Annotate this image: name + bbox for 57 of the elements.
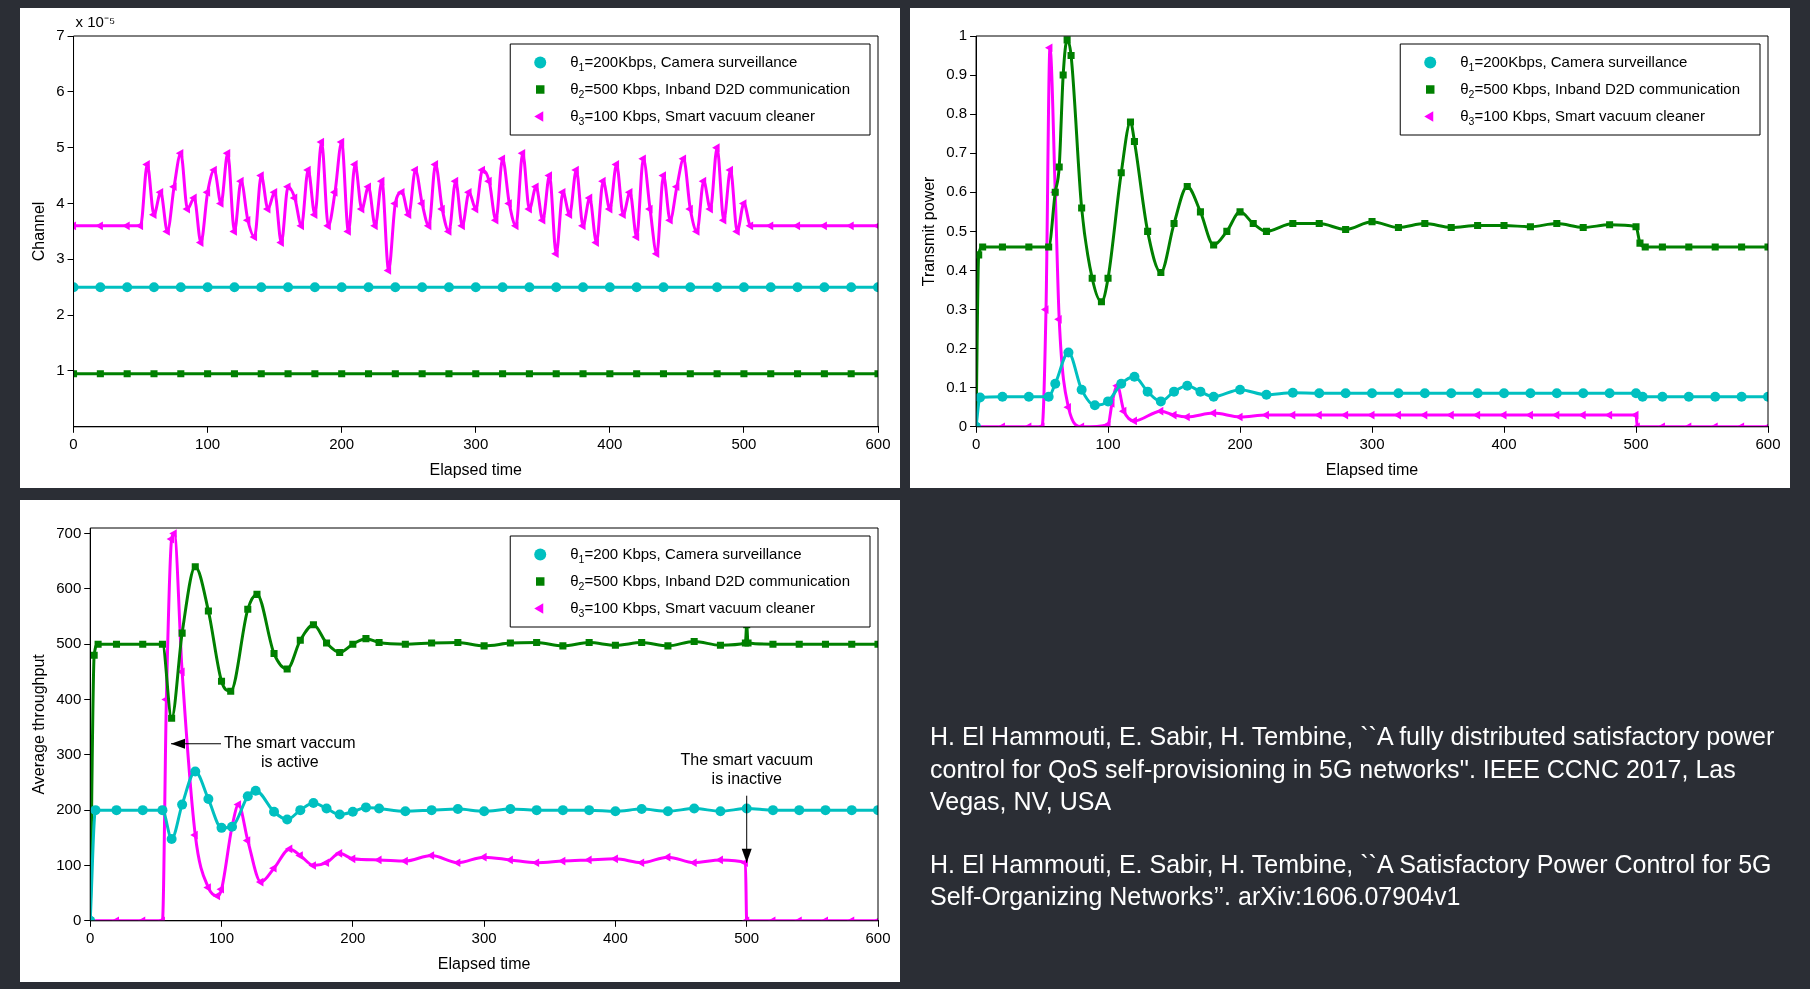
y-tick-label: 0.3 <box>946 299 968 317</box>
x-tick-label: 300 <box>1359 434 1385 452</box>
y-tick-label: 300 <box>56 744 82 762</box>
y-tick-label: 3 <box>56 249 65 267</box>
y-tick-label: 0.2 <box>946 338 968 356</box>
x-tick-label: 0 <box>86 928 95 946</box>
x-tick-label: 300 <box>463 434 489 452</box>
y-tick-label: 0.6 <box>946 182 968 200</box>
x-tick-label: 500 <box>734 928 760 946</box>
y-axis-title: Average throughput <box>30 653 48 795</box>
x-tick-label: 200 <box>329 434 355 452</box>
annotation: The smart vacuum is inactive <box>680 751 813 788</box>
y-tick-label: 4 <box>56 193 65 211</box>
y-axis-title: Channel <box>30 201 48 262</box>
text: x 10⁻⁵ <box>75 12 116 30</box>
y-tick-label: 500 <box>56 634 82 652</box>
y-tick-label: 0.4 <box>946 260 968 278</box>
text: H. El Hammouti, E. Sabir, H. Tembine, ``A Satisfactory Power Control for 5G Self-Organizing Networks’’. arXiv:1606.07904v1 <box>930 848 1773 912</box>
x-tick-label: 600 <box>865 434 891 452</box>
x-tick-label: 600 <box>1755 434 1781 452</box>
x-tick-label: 300 <box>471 928 497 946</box>
y-tick-label: 0.9 <box>946 65 968 83</box>
y-tick-label: 400 <box>56 689 82 707</box>
y-tick-label: 0.7 <box>946 143 968 161</box>
y-tick-label: 600 <box>56 579 82 596</box>
x-tick-label: 400 <box>602 928 628 946</box>
y-tick-label: 0.1 <box>946 377 968 395</box>
x-tick-label: 600 <box>865 928 891 946</box>
x-tick-label: 100 <box>209 928 235 946</box>
y-tick-label: 5 <box>56 137 65 155</box>
x-axis-title: Elapsed time <box>437 954 531 972</box>
x-tick-label: 200 <box>1227 434 1253 452</box>
y-tick-label: 1 <box>56 361 65 379</box>
annotation: The smart vaccum is active <box>224 734 356 771</box>
x-axis-title: Elapsed time <box>429 460 523 478</box>
y-tick-label: 100 <box>56 855 82 873</box>
x-tick-label: 400 <box>597 434 623 452</box>
y-tick-label: 6 <box>56 81 65 99</box>
x-tick-label: 100 <box>195 434 221 452</box>
x-tick-label: 500 <box>1623 434 1649 452</box>
x-tick-label: 0 <box>971 434 981 452</box>
y-tick-label: 0 <box>72 910 82 928</box>
text: H. El Hammouti, E. Sabir, H. Tembine, ``A fully distributed satisfactory power control for QoS self-provisioning in 5G networks''. IEEE CCNC 2017, Las Vegas, NV, USA <box>930 721 1776 817</box>
y-tick-label: 0.8 <box>946 104 968 122</box>
y-tick-label: 0.5 <box>946 221 968 239</box>
x-tick-label: 200 <box>340 928 366 946</box>
y-tick-label: 700 <box>56 523 82 541</box>
y-tick-label: 7 <box>56 26 65 44</box>
x-tick-label: 500 <box>731 434 757 452</box>
y-axis-title: Transmit power <box>920 175 938 287</box>
x-tick-label: 100 <box>1095 434 1121 452</box>
x-tick-label: 400 <box>1491 434 1517 452</box>
y-tick-label: 1 <box>958 26 968 44</box>
y-tick-label: 200 <box>56 800 82 818</box>
y-tick-label: 2 <box>56 305 65 323</box>
x-axis-title: Elapsed time <box>1325 460 1419 478</box>
y-tick-label: 0 <box>958 416 968 434</box>
